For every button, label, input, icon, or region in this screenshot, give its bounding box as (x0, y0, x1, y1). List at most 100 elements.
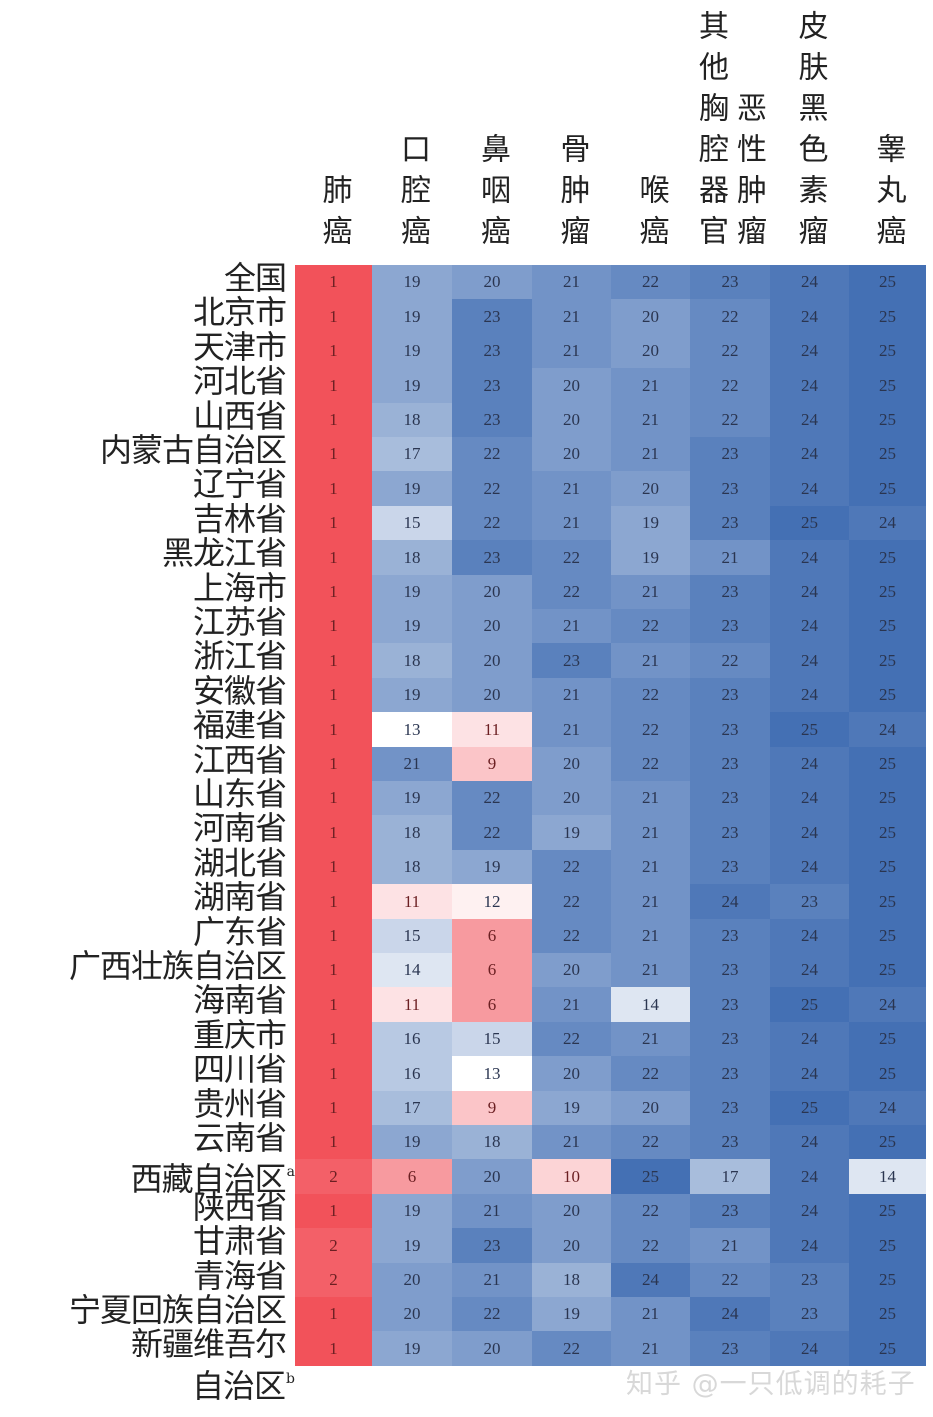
heatmap-cell: 24 (770, 643, 849, 679)
heatmap-cell: 20 (532, 437, 611, 472)
heatmap-cell: 23 (690, 677, 770, 713)
row-label: 重庆市 (193, 1018, 287, 1052)
heatmap-cell: 24 (770, 574, 849, 610)
heatmap-cell: 22 (532, 884, 611, 920)
heatmap-cell: 1 (295, 849, 372, 885)
heatmap-cell: 22 (611, 265, 690, 300)
heatmap-cell: 24 (849, 1090, 926, 1126)
heatmap-cell: 23 (690, 1090, 770, 1126)
heatmap-cell: 16 (372, 1056, 452, 1092)
heatmap-cell: 20 (452, 1159, 532, 1195)
heatmap-cell: 21 (611, 1297, 690, 1332)
heatmap-cell: 20 (532, 1193, 611, 1229)
heatmap-cell: 19 (372, 1125, 452, 1160)
heatmap-cell: 23 (690, 574, 770, 610)
heatmap-cell: 25 (849, 437, 926, 472)
heatmap-cell: 18 (532, 1262, 611, 1298)
row-label-text: 黑龙江省 (161, 534, 287, 573)
row-label-text: 北京市 (192, 293, 287, 332)
heatmap-cell: 21 (452, 1262, 532, 1298)
heatmap-cell: 24 (770, 1159, 849, 1195)
row-label-text: 江苏省 (192, 603, 287, 641)
heatmap-cell: 6 (452, 918, 532, 954)
heatmap-cell: 1 (295, 677, 372, 713)
heatmap-cell: 21 (611, 1021, 690, 1057)
heatmap-cell: 1 (295, 712, 372, 748)
heatmap-cell: 22 (452, 781, 532, 816)
heatmap-cell: 12 (452, 884, 532, 920)
row-label: 山西省 (193, 399, 287, 433)
heatmap-cell: 1 (295, 1125, 372, 1160)
heatmap-cell: 22 (452, 815, 532, 851)
heatmap-cell: 23 (452, 1228, 532, 1264)
heatmap-cell: 25 (849, 368, 926, 404)
heatmap-cell: 25 (849, 402, 926, 438)
row-label: 江西省 (193, 743, 287, 777)
heatmap-cell: 25 (849, 1228, 926, 1264)
heatmap-cell: 22 (532, 918, 611, 954)
heatmap-cell: 25 (849, 781, 926, 816)
heatmap-cell: 13 (452, 1056, 532, 1092)
heatmap-cell: 1 (295, 609, 372, 644)
heatmap-cell: 21 (532, 987, 611, 1023)
heatmap-cell: 23 (452, 402, 532, 438)
column-header: 恶性肿瘤 (731, 92, 766, 256)
heatmap-cell: 18 (372, 815, 452, 851)
heatmap-cell: 18 (372, 402, 452, 438)
heatmap-cell: 1 (295, 987, 372, 1023)
heatmap-cell: 1 (295, 333, 372, 369)
watermark: 知乎 @一只低调的耗子 (626, 1369, 916, 1400)
heatmap-cell: 21 (611, 918, 690, 954)
heatmap-cell: 23 (690, 265, 770, 300)
heatmap-cell: 20 (532, 953, 611, 988)
heatmap-cell: 23 (690, 471, 770, 507)
heatmap-cell: 24 (611, 1262, 690, 1298)
heatmap-cell: 14 (849, 1159, 926, 1195)
heatmap-cell: 25 (849, 815, 926, 851)
row-label-text: 广东省 (192, 912, 287, 951)
heatmap-cell: 21 (611, 884, 690, 920)
heatmap-cell: 19 (611, 540, 690, 576)
heatmap-cell: 24 (770, 918, 849, 954)
heatmap-cell: 25 (770, 987, 849, 1023)
heatmap-cell: 19 (372, 1228, 452, 1264)
heatmap-cell: 25 (849, 333, 926, 369)
heatmap-cell: 22 (611, 609, 690, 644)
column-header: 睾丸癌 (870, 133, 906, 256)
heatmap-cell: 24 (770, 299, 849, 335)
heatmap-cell: 25 (770, 712, 849, 748)
heatmap-cell: 25 (849, 299, 926, 335)
heatmap-cell: 24 (770, 849, 849, 885)
heatmap-cell: 16 (372, 1021, 452, 1057)
heatmap-cell: 24 (770, 1021, 849, 1057)
heatmap-cell: 20 (532, 368, 611, 404)
heatmap-cell: 25 (849, 574, 926, 610)
heatmap-cell: 22 (611, 746, 690, 782)
heatmap-cell: 21 (532, 609, 611, 644)
row-label: 新疆维吾尔 (131, 1327, 287, 1361)
heatmap-cell: 25 (849, 746, 926, 782)
heatmap-cell: 17 (372, 1090, 452, 1126)
heatmap-cell: 6 (452, 987, 532, 1023)
row-label-text: 自治区 (192, 1367, 286, 1406)
heatmap-cell: 21 (611, 402, 690, 438)
heatmap-cell: 25 (849, 849, 926, 885)
heatmap-cell: 1 (295, 505, 372, 541)
row-label-text: 西藏自治区 (130, 1160, 287, 1199)
row-label-text: 陕西省 (192, 1187, 287, 1226)
heatmap-cell: 11 (452, 712, 532, 748)
row-label-text: 湖北省 (192, 843, 287, 882)
heatmap-cell: 1 (295, 918, 372, 954)
heatmap-cell: 21 (611, 781, 690, 816)
heatmap-cell: 17 (690, 1159, 770, 1195)
heatmap-cell: 22 (690, 402, 770, 438)
row-label: 广东省 (192, 912, 287, 951)
row-label-text: 贵州省 (192, 1084, 287, 1123)
heatmap-cell: 24 (690, 884, 770, 920)
row-label-text: 宁夏回族自治区 (68, 1291, 287, 1329)
heatmap-cell: 18 (452, 1125, 532, 1160)
footnote-marker: b (286, 1371, 295, 1388)
row-label: 北京市 (192, 293, 287, 332)
heatmap-cell: 2 (295, 1228, 372, 1264)
